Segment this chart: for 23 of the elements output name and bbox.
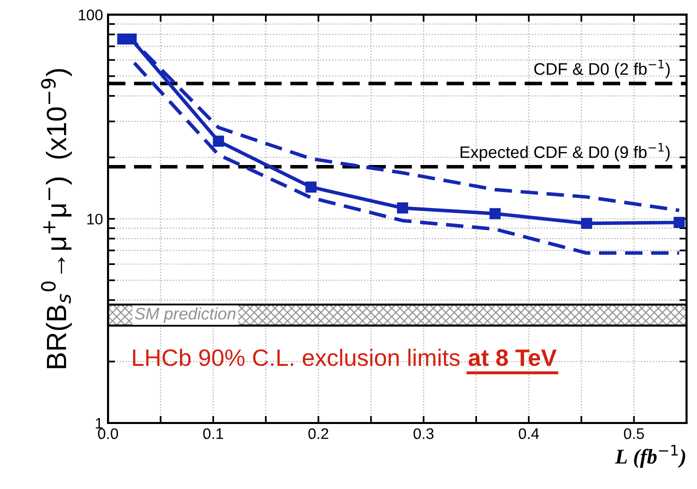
x-tick-label: 0.2: [308, 428, 328, 440]
text: BR(B$_{s}$$^{0}$→μ$^{+}$μ$^{−}$) (x10$^{−9}$): [41, 69, 72, 368]
annotation: LHCb 90% C.L. exclusion limits: [133, 348, 460, 366]
y-tick-label: 10: [87, 214, 103, 225]
x-tick-label: 0.0: [98, 428, 118, 440]
y-tick-label: 100: [78, 10, 103, 20]
point: [581, 218, 592, 229]
annotation: at 8 TeV: [468, 349, 557, 366]
line-series: [132, 61, 681, 255]
point: [212, 136, 224, 147]
point: [490, 208, 501, 220]
point: [674, 216, 685, 228]
x-tick-label: 0.4: [518, 428, 539, 440]
point: [396, 202, 408, 214]
y-tick-label: 1: [96, 418, 102, 429]
x-tick-label: 0.5: [624, 428, 644, 440]
x-axis-title: L (fb$^{−1}$): [614, 444, 686, 468]
point: [305, 182, 317, 193]
x-tick-label: 0.1: [203, 428, 224, 440]
ref-line-label: Expected CDF & D0 (9 fb$^{−1}$): [460, 143, 670, 162]
ref-line-label: CDF & D0 (2 fb$^{−1}$): [534, 60, 670, 78]
x-tick-label: 0.3: [414, 428, 434, 440]
band-label: SM prediction: [134, 307, 236, 323]
